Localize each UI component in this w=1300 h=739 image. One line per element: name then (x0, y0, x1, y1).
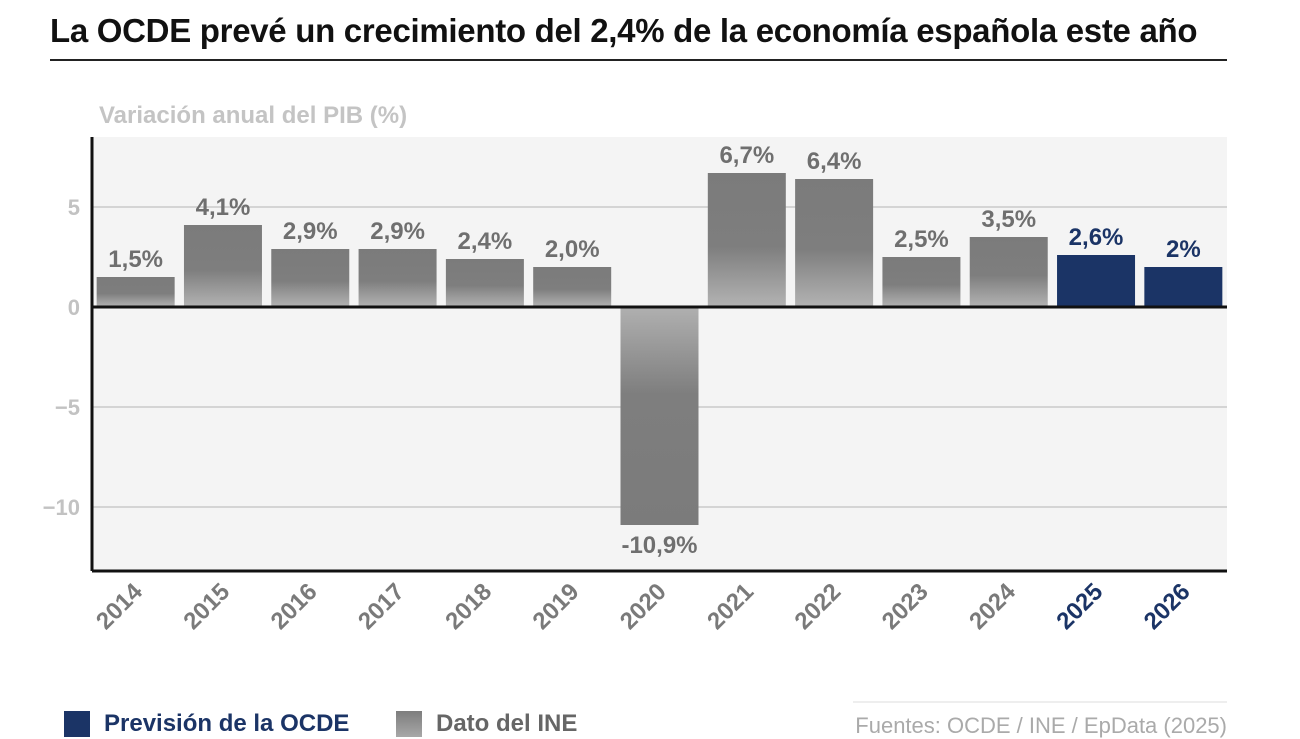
data-label: 2,5% (894, 226, 949, 253)
chart-title: La OCDE prevé un crecimiento del 2,4% de… (50, 12, 1198, 49)
bar (795, 179, 874, 307)
x-tick-label: 2021 (702, 578, 759, 635)
data-label: 1,5% (108, 246, 163, 273)
data-label: 4,1% (196, 194, 251, 221)
legend-item-ocde: Previsión de la OCDE (64, 710, 349, 738)
bar (707, 173, 786, 307)
y-tick-label: 0 (68, 295, 80, 320)
x-tick-label: 2019 (528, 578, 585, 635)
data-label: 2% (1166, 236, 1201, 263)
bar (1057, 255, 1136, 307)
x-tick-label: 2016 (266, 578, 323, 635)
data-label: 2,4% (458, 228, 513, 255)
bar (1144, 267, 1223, 307)
x-tick-label: 2018 (440, 578, 497, 635)
legend-label-ine: Dato del INE (436, 710, 578, 737)
x-tick-label: 2022 (790, 578, 847, 635)
legend-swatch-ine (396, 711, 422, 737)
data-label: -10,9% (621, 532, 697, 559)
bar (271, 249, 350, 307)
data-label: 2,9% (370, 218, 425, 245)
bar (969, 237, 1048, 307)
data-label: 6,7% (719, 142, 774, 169)
x-tick-label: 2015 (178, 578, 235, 635)
y-tick-label: −5 (55, 395, 80, 420)
data-label: 6,4% (807, 148, 862, 175)
data-label: 3,5% (981, 206, 1036, 233)
legend-swatch-ocde (64, 711, 90, 737)
legend-label-ocde: Previsión de la OCDE (104, 710, 350, 737)
chart-subtitle: Variación anual del PIB (%) (99, 102, 408, 129)
data-label: 2,6% (1069, 224, 1124, 251)
bar (882, 257, 961, 307)
x-tick-label: 2014 (91, 578, 148, 635)
x-tick-label: 2023 (877, 578, 934, 635)
x-tick-label: 2024 (964, 578, 1021, 635)
x-tick-label: 2026 (1139, 578, 1196, 635)
x-tick-label: 2020 (615, 578, 672, 635)
y-tick-label: 5 (68, 195, 80, 220)
bar (96, 277, 175, 307)
y-tick-label: −10 (43, 495, 80, 520)
data-label: 2,9% (283, 218, 338, 245)
legend-item-ine: Dato del INE (396, 710, 577, 738)
bar (533, 267, 612, 307)
bar (620, 307, 699, 525)
data-label: 2,0% (545, 236, 600, 263)
bar (445, 259, 524, 307)
x-tick-label: 2025 (1051, 578, 1108, 635)
title-rule (50, 59, 1227, 61)
source-note: Fuentes: OCDE / INE / EpData (2025) (853, 701, 1227, 739)
bar-chart: 5 0 −5 −10 1,5% 2014 4,1% 2015 2,9% 2016 2,9% 2017 2… (43, 137, 1227, 635)
x-tick-label: 2017 (353, 578, 410, 635)
bar (183, 225, 262, 307)
bar (358, 249, 437, 307)
